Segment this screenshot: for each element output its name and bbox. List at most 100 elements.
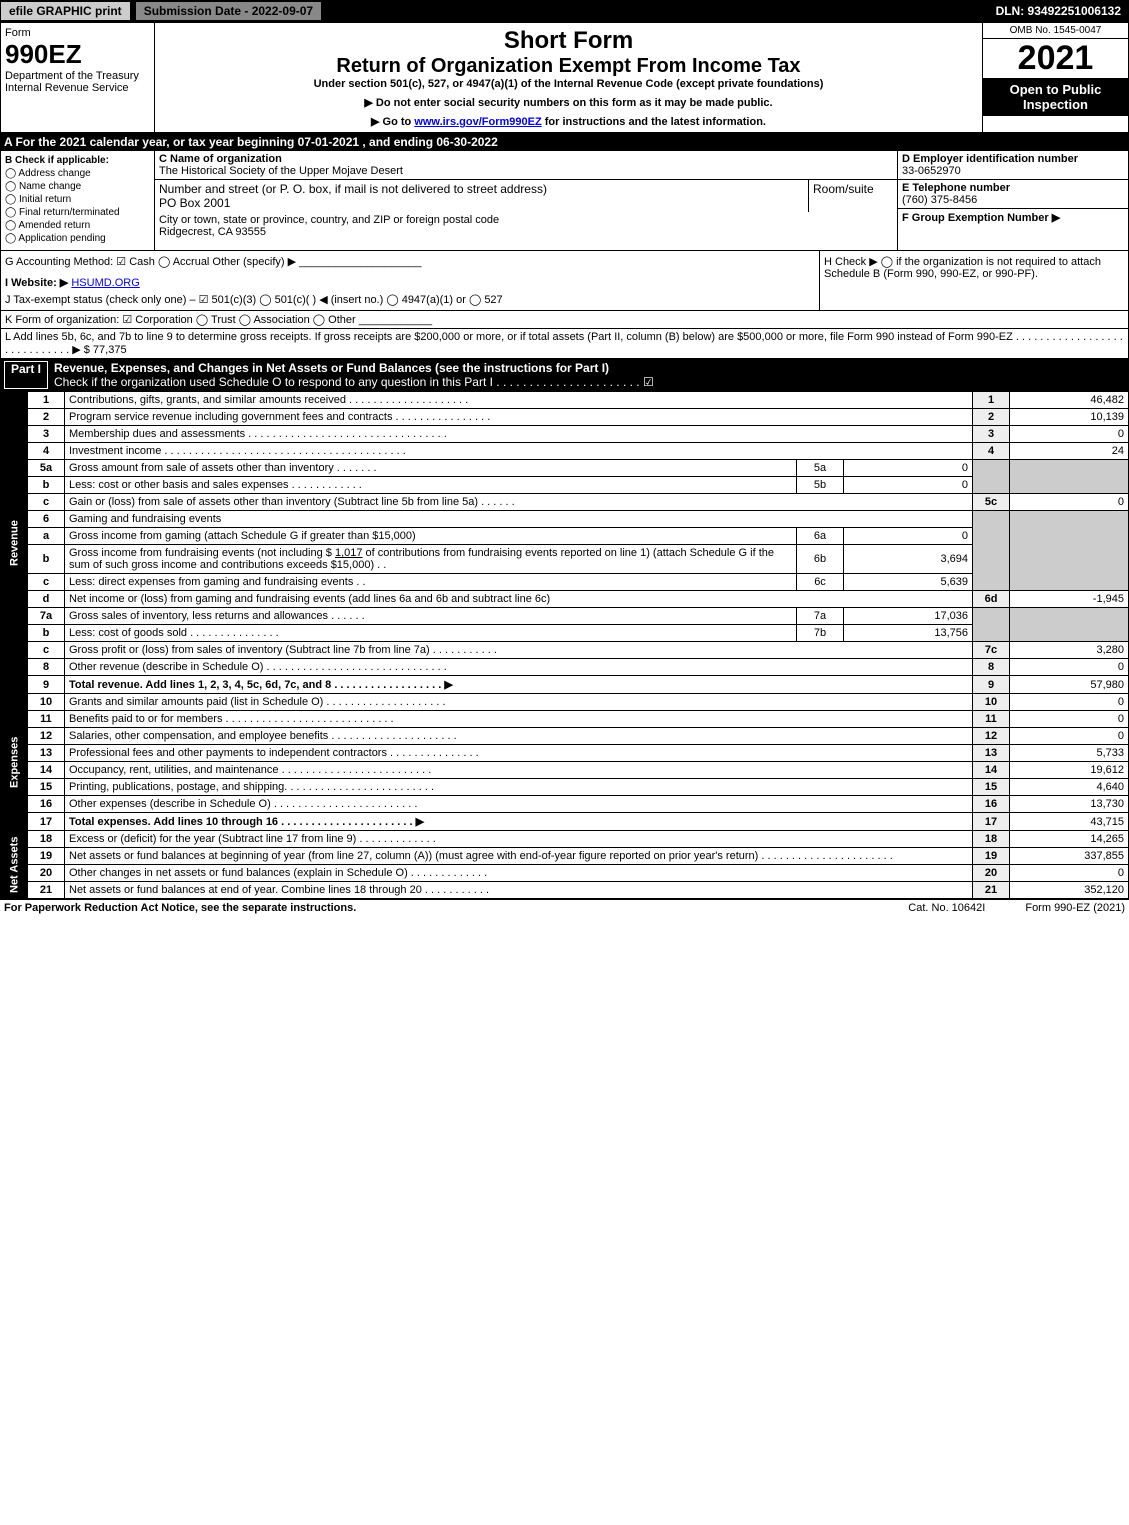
city-label: City or town, state or province, country… (159, 214, 499, 226)
ln-7a-sub: 7a (797, 608, 844, 625)
ln-12-amt: 0 (1010, 728, 1129, 745)
goto-pre: ▶ Go to (371, 116, 414, 128)
form-number: 990EZ (5, 39, 150, 70)
ln-3-text: Membership dues and assessments . . . . … (65, 426, 973, 443)
col-def: D Employer identification number 33-0652… (897, 151, 1128, 250)
telephone: (760) 375-8456 (902, 194, 977, 206)
grey-6 (973, 511, 1010, 591)
ln-16-amt: 13,730 (1010, 796, 1129, 813)
sidebar-netassets: Net Assets (1, 831, 28, 899)
org-name: The Historical Society of the Upper Moja… (159, 165, 403, 177)
ln-6c-text: Less: direct expenses from gaming and fu… (65, 574, 797, 591)
ln-7b-text: Less: cost of goods sold . . . . . . . .… (65, 625, 797, 642)
short-form: Short Form (159, 27, 978, 55)
section-ghi: G Accounting Method: ☑ Cash ◯ Accrual Ot… (0, 251, 1129, 311)
ln-12-lbl: 12 (973, 728, 1010, 745)
footer: For Paperwork Reduction Act Notice, see … (0, 899, 1129, 916)
form-title: Return of Organization Exempt From Incom… (159, 55, 978, 78)
ln-1-lbl: 1 (973, 392, 1010, 409)
i-pre: I Website: ▶ (5, 277, 68, 289)
ssn-note: ▶ Do not enter social security numbers o… (159, 96, 978, 109)
ln-13-num: 13 (28, 745, 65, 762)
header-middle: Short Form Return of Organization Exempt… (155, 23, 982, 132)
ln-14-num: 14 (28, 762, 65, 779)
ln-5a-num: 5a (28, 460, 65, 477)
ln-13-lbl: 13 (973, 745, 1010, 762)
ln-17-amt: 43,715 (1010, 813, 1129, 831)
ln-5a-text: Gross amount from sale of assets other t… (65, 460, 797, 477)
goto-post: for instructions and the latest informat… (542, 116, 766, 128)
grey-7-amt (1010, 608, 1129, 642)
ln-14-lbl: 14 (973, 762, 1010, 779)
part-1-header: Part I Revenue, Expenses, and Changes in… (0, 359, 1129, 391)
line-l: L Add lines 5b, 6c, and 7b to line 9 to … (0, 329, 1129, 359)
ln-1-num: 1 (28, 392, 65, 409)
e-label: E Telephone number (902, 182, 1010, 194)
line-g: G Accounting Method: ☑ Cash ◯ Accrual Ot… (5, 255, 815, 268)
grey-5-amt (1010, 460, 1129, 494)
chk-final-return[interactable]: ◯ Final return/terminated (5, 207, 150, 218)
chk-initial-return[interactable]: ◯ Initial return (5, 194, 150, 205)
ln-6b-sv: 3,694 (844, 545, 973, 574)
sidebar-expenses: Expenses (1, 694, 28, 831)
line-k: K Form of organization: ☑ Corporation ◯ … (0, 311, 1129, 329)
ln-6c-sub: 6c (797, 574, 844, 591)
goto-note: ▶ Go to www.irs.gov/Form990EZ for instru… (159, 115, 978, 128)
ln-6c-num: c (28, 574, 65, 591)
ln-6b-num: b (28, 545, 65, 574)
tax-year: 2021 (983, 39, 1128, 78)
irs: Internal Revenue Service (5, 82, 150, 94)
ln-18-lbl: 18 (973, 831, 1010, 848)
ln-20-num: 20 (28, 865, 65, 882)
irs-link[interactable]: www.irs.gov/Form990EZ (414, 116, 541, 128)
ln-4-lbl: 4 (973, 443, 1010, 460)
ln-11-num: 11 (28, 711, 65, 728)
city-value: Ridgecrest, CA 93555 (159, 226, 266, 238)
ln-2-amt: 10,139 (1010, 409, 1129, 426)
ln-7a-text: Gross sales of inventory, less returns a… (65, 608, 797, 625)
ln-8-amt: 0 (1010, 659, 1129, 676)
ln-14-text: Occupancy, rent, utilities, and maintena… (65, 762, 973, 779)
addr-label: Number and street (or P. O. box, if mail… (159, 182, 547, 196)
ln-6-text: Gaming and fundraising events (65, 511, 973, 528)
efile-print-button[interactable]: efile GRAPHIC print (0, 1, 131, 21)
ln-19-num: 19 (28, 848, 65, 865)
chk-amended[interactable]: ◯ Amended return (5, 220, 150, 231)
ln-9-lbl: 9 (973, 676, 1010, 694)
chk-name-change[interactable]: ◯ Name change (5, 181, 150, 192)
ln-6a-sub: 6a (797, 528, 844, 545)
ln-6a-num: a (28, 528, 65, 545)
ln-21-num: 21 (28, 882, 65, 899)
f-row: F Group Exemption Number ▶ (898, 209, 1128, 226)
ln-17-text: Total expenses. Add lines 10 through 16 … (65, 813, 973, 831)
ln-5c-amt: 0 (1010, 494, 1129, 511)
ln-8-num: 8 (28, 659, 65, 676)
ln-11-lbl: 11 (973, 711, 1010, 728)
col-b: B Check if applicable: ◯ Address change … (1, 151, 155, 250)
part-1-title: Revenue, Expenses, and Changes in Net As… (54, 361, 609, 375)
catalog-no: Cat. No. 10642I (908, 902, 985, 914)
ln-5c-num: c (28, 494, 65, 511)
ln-12-num: 12 (28, 728, 65, 745)
ln-19-text: Net assets or fund balances at beginning… (65, 848, 973, 865)
line-h: H Check ▶ ◯ if the organization is not r… (819, 251, 1128, 310)
chk-address-change[interactable]: ◯ Address change (5, 168, 150, 179)
website-link[interactable]: HSUMD.ORG (71, 277, 139, 289)
ln-8-text: Other revenue (describe in Schedule O) .… (65, 659, 973, 676)
ln-4-amt: 24 (1010, 443, 1129, 460)
ln-7c-num: c (28, 642, 65, 659)
ln-6d-amt: -1,945 (1010, 591, 1129, 608)
ln-16-lbl: 16 (973, 796, 1010, 813)
ln-6a-text: Gross income from gaming (attach Schedul… (65, 528, 797, 545)
chk-pending[interactable]: ◯ Application pending (5, 233, 150, 244)
open-public: Open to Public Inspection (983, 78, 1128, 116)
ln-20-amt: 0 (1010, 865, 1129, 882)
ln-16-num: 16 (28, 796, 65, 813)
c-city-row: City or town, state or province, country… (155, 212, 897, 240)
c-name-label: C Name of organization (159, 153, 282, 165)
ghi-left: G Accounting Method: ☑ Cash ◯ Accrual Ot… (1, 251, 819, 310)
ln-13-text: Professional fees and other payments to … (65, 745, 973, 762)
ln-6a-sv: 0 (844, 528, 973, 545)
ln-7c-amt: 3,280 (1010, 642, 1129, 659)
ln-6d-num: d (28, 591, 65, 608)
